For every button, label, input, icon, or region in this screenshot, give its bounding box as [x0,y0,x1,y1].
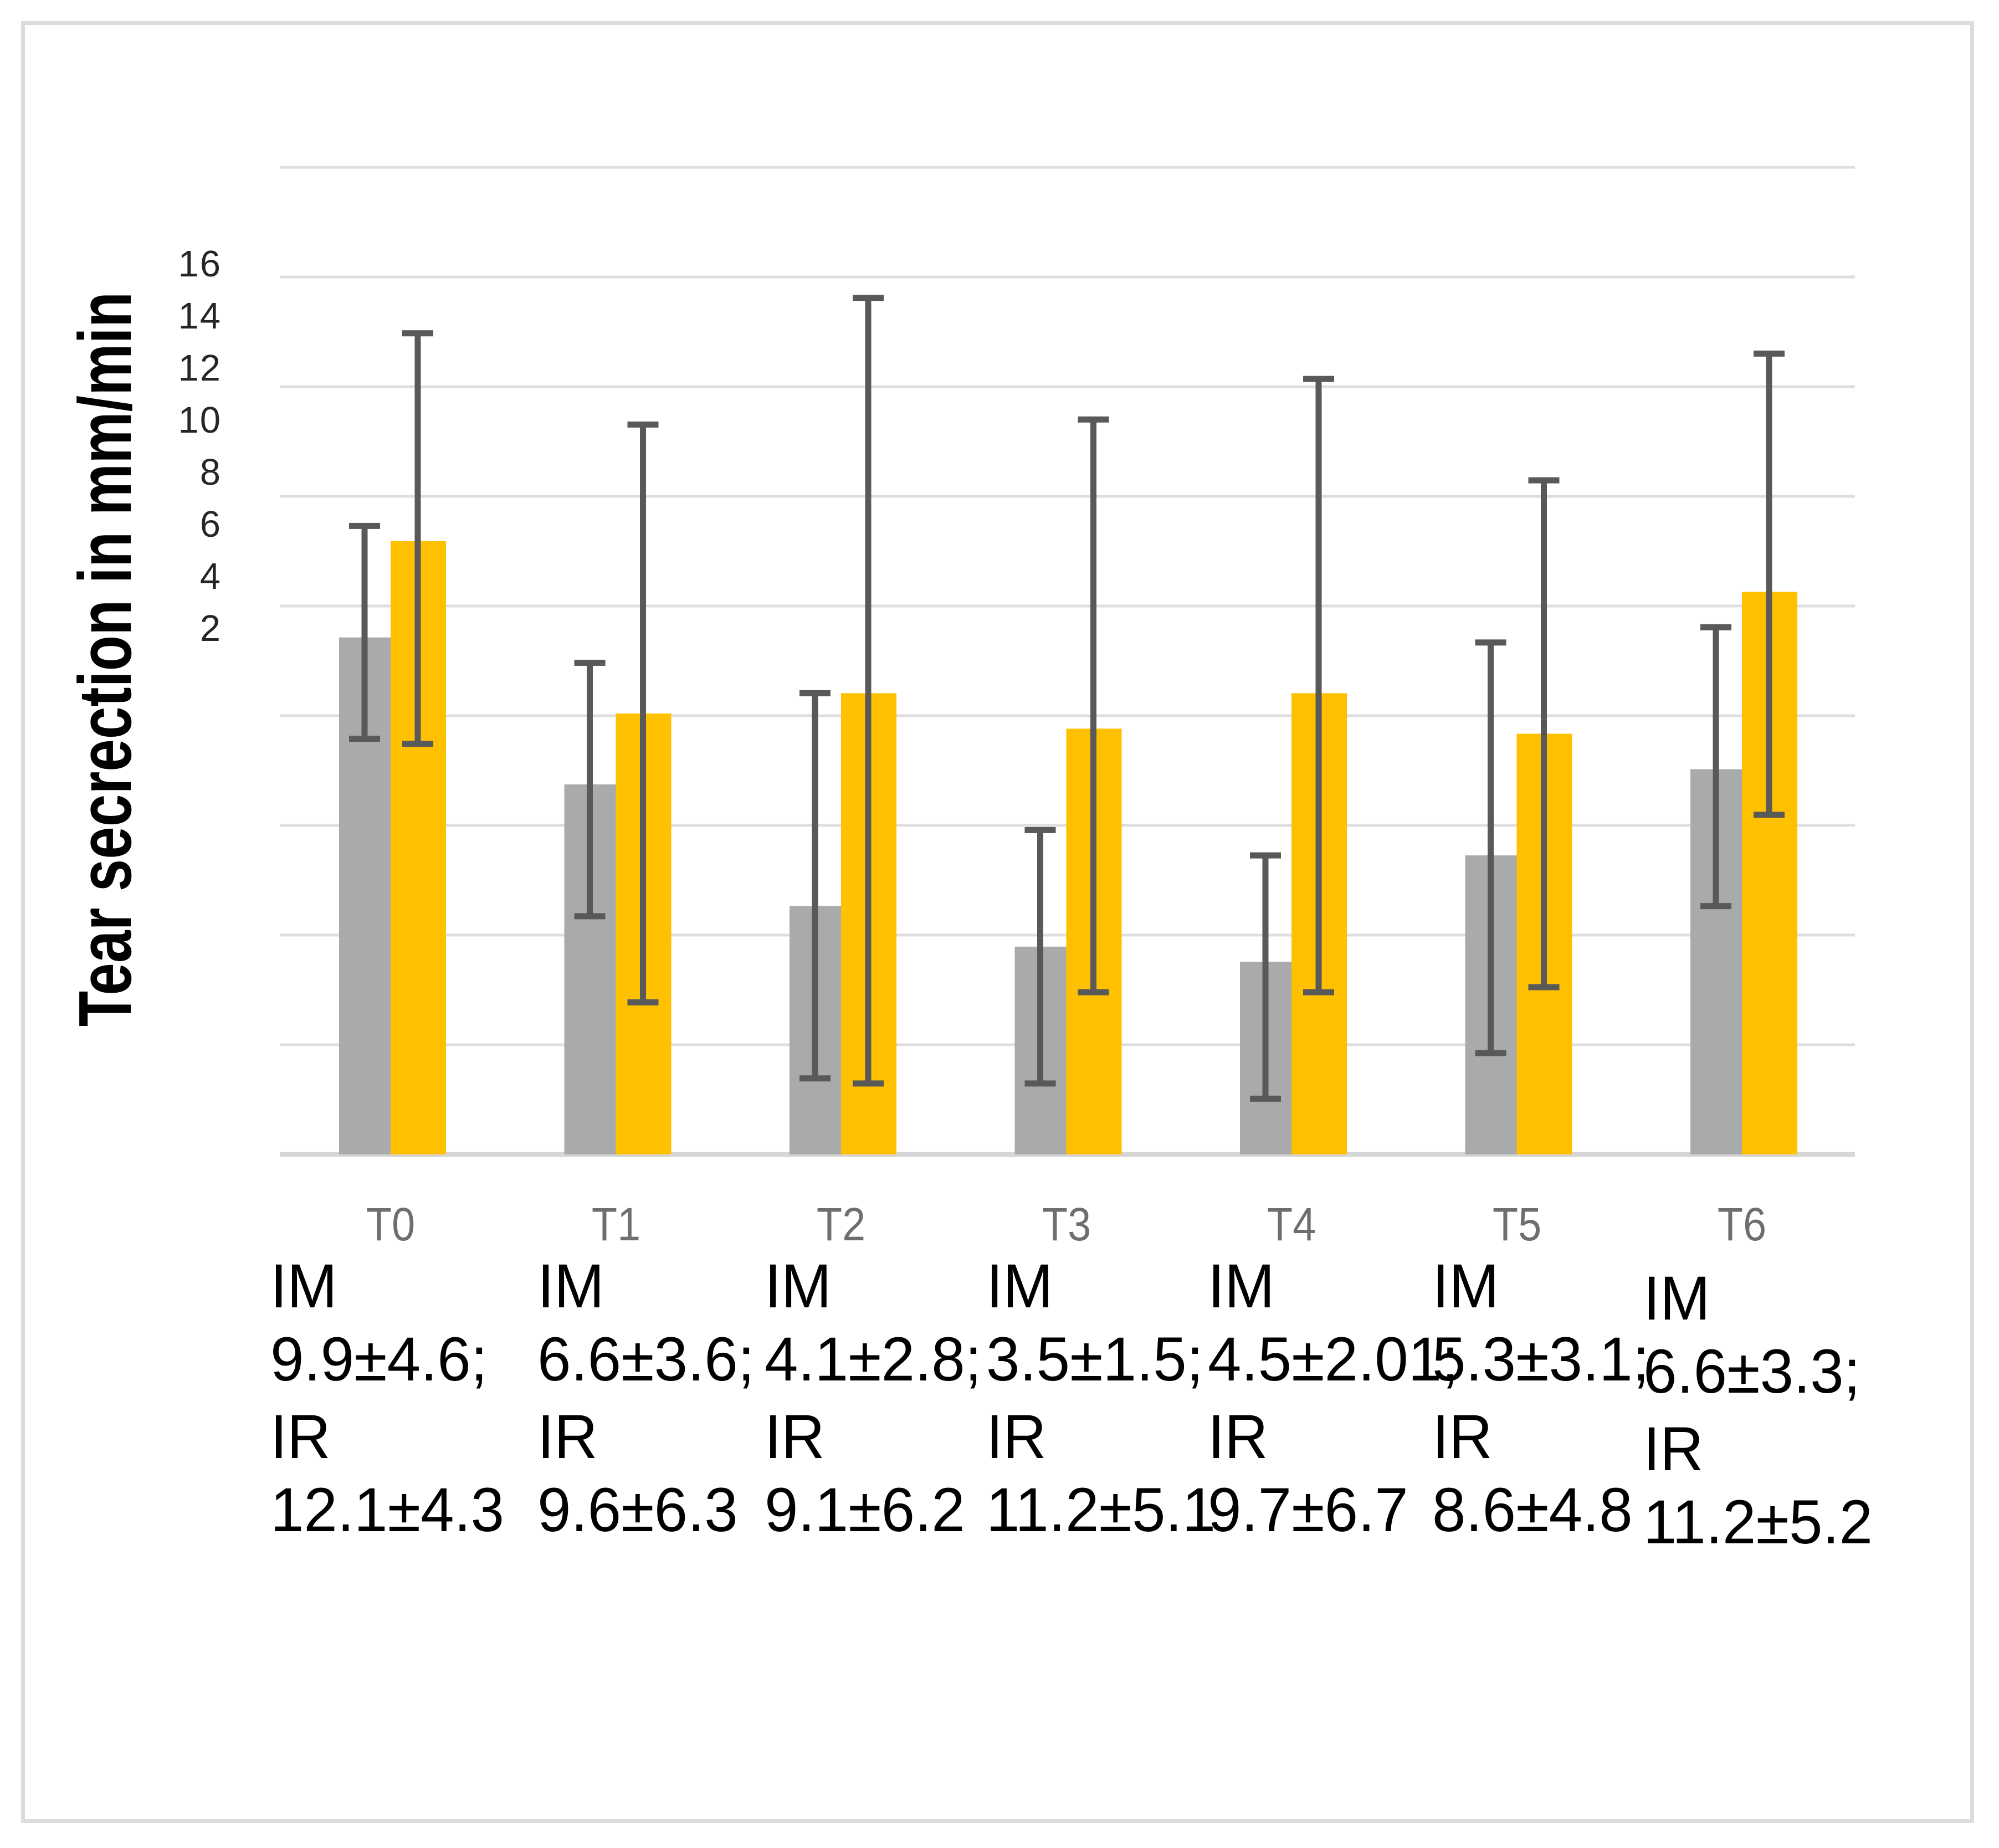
ir-error-line-T1 [640,424,646,1003]
gridline [280,604,1855,608]
im-error-cap-top-T1 [574,659,606,666]
category-label-T3: T3 [1042,1198,1091,1250]
annotation-T3-line3: IR [986,1402,1047,1471]
y-tick-8: 8 [199,451,222,493]
im-error-line-T0 [361,526,368,739]
annotation-T1-line4: 9.6±6.3 [537,1475,738,1544]
ir-error-cap-top-T6 [1754,350,1785,357]
annotation-T5-line3: IR [1432,1402,1493,1471]
im-error-cap-top-T3 [1024,827,1056,833]
im-error-line-T5 [1488,642,1494,1053]
im-error-cap-bottom-T6 [1700,903,1731,910]
ir-error-line-T6 [1766,353,1772,815]
annotation-T2-line1: IM [765,1251,832,1321]
annotation-T0-line2: 9.9±4.6; [270,1325,488,1394]
ir-error-cap-top-T1 [627,421,659,428]
gridline [280,385,1855,388]
ir-error-cap-bottom-T5 [1528,984,1560,990]
im-error-cap-bottom-T3 [1024,1080,1056,1087]
y-tick-12: 12 [178,347,222,389]
im-error-line-T1 [587,663,593,916]
annotation-T2-line4: 9.1±6.2 [765,1475,965,1544]
ir-error-cap-bottom-T4 [1303,989,1334,995]
ir-error-cap-top-T2 [853,295,884,301]
annotation-T6-line1: IM [1643,1264,1710,1333]
annotation-T6-line3: IR [1643,1414,1704,1483]
ir-error-cap-bottom-T2 [853,1080,884,1087]
im-error-line-T2 [812,693,818,1079]
gridline [280,495,1855,498]
im-error-cap-top-T0 [349,522,380,529]
im-error-cap-bottom-T4 [1250,1095,1281,1102]
y-tick-10: 10 [178,399,222,441]
ir-error-line-T2 [865,297,872,1084]
im-error-line-T3 [1037,830,1043,1084]
ir-error-cap-bottom-T1 [627,999,659,1005]
category-label-T6: T6 [1717,1198,1767,1250]
ir-error-line-T3 [1090,419,1096,993]
im-error-cap-top-T6 [1700,624,1731,630]
y-tick-14: 14 [178,295,222,337]
im-error-line-T6 [1713,627,1719,906]
im-error-cap-bottom-T0 [349,736,380,742]
annotation-T3-line2: 3.5±1.5; [986,1325,1203,1394]
annotation-T1-line1: IM [537,1251,604,1321]
category-label-T5: T5 [1492,1198,1541,1250]
category-label-T4: T4 [1267,1198,1316,1250]
ir-error-line-T5 [1541,480,1547,988]
annotation-T6-line4: 11.2±5.2 [1643,1487,1873,1557]
annotation-T2-line3: IR [765,1402,825,1471]
ir-error-cap-bottom-T3 [1078,989,1109,995]
ir-error-cap-bottom-T6 [1754,812,1785,818]
category-label-T1: T1 [591,1198,640,1250]
im-error-cap-top-T5 [1475,639,1506,646]
gridline [280,714,1855,717]
annotation-T0-line3: IR [270,1402,331,1471]
ir-error-cap-top-T3 [1078,416,1109,423]
annotation-T4-line4: 9.7±6.7 [1208,1475,1408,1544]
annotation-T1-line3: IR [537,1402,598,1471]
im-error-cap-bottom-T5 [1475,1050,1506,1056]
annotation-T4-line1: IM [1208,1251,1275,1321]
annotation-T5-line1: IM [1432,1251,1499,1321]
annotation-T6-line2: 6.6±3.3; [1643,1337,1860,1406]
y-tick-2: 2 [199,608,222,649]
ir-error-cap-top-T0 [402,330,433,337]
ir-error-line-T0 [414,333,421,744]
y-tick-4: 4 [199,556,222,597]
annotation-T0-line1: IM [270,1251,337,1321]
category-label-T2: T2 [816,1198,866,1250]
annotation-T0-line4: 12.1±4.3 [270,1475,505,1544]
annotation-T3-line1: IM [986,1251,1053,1321]
y-tick-6: 6 [199,504,222,545]
annotation-T1-line2: 6.6±3.6; [537,1325,755,1394]
im-error-cap-bottom-T2 [799,1075,831,1082]
im-error-cap-top-T4 [1250,852,1281,859]
annotation-T4-line3: IR [1208,1402,1268,1471]
ir-error-cap-top-T4 [1303,376,1334,382]
im-error-cap-top-T2 [799,690,831,696]
ir-error-cap-bottom-T0 [402,741,433,747]
figure-border [21,21,1974,1823]
ir-error-cap-top-T5 [1528,477,1560,484]
ir-error-line-T4 [1315,379,1322,993]
gridline [280,275,1855,279]
annotation-T5-line2: 5.3±3.1; [1432,1325,1649,1394]
annotation-T5-line4: 8.6±4.8 [1432,1475,1633,1544]
annotation-T4-line2: 4.5±2.01; [1208,1325,1459,1394]
im-error-cap-bottom-T1 [574,913,606,920]
y-tick-16: 16 [178,243,222,285]
annotation-T3-line4: 11.2±5.1 [986,1475,1216,1544]
gridline [280,166,1855,169]
im-error-line-T4 [1262,855,1269,1099]
category-label-T0: T0 [366,1198,416,1250]
annotation-T2-line2: 4.1±2.8; [765,1325,982,1394]
